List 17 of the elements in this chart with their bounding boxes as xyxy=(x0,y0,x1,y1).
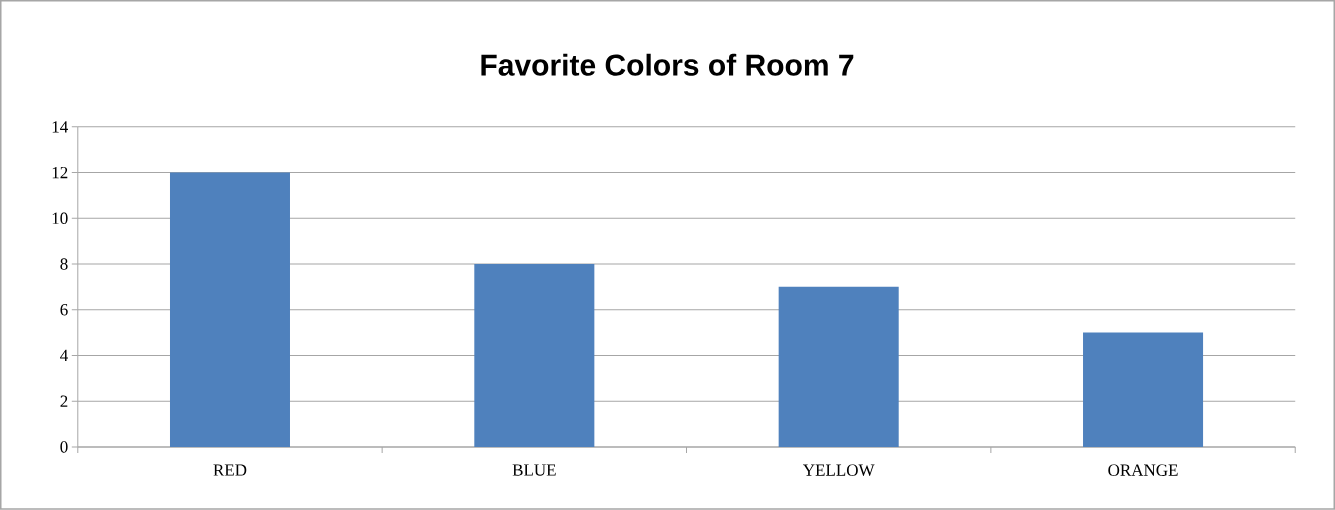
bar xyxy=(1083,332,1204,448)
x-tick-label: RED xyxy=(213,464,247,476)
x-tick-label: BLUE xyxy=(512,464,556,476)
y-tick-label: 12 xyxy=(52,167,68,179)
y-tick-label: 8 xyxy=(60,258,68,270)
bar xyxy=(778,287,899,448)
y-tick-label: 0 xyxy=(60,441,68,453)
x-tick-label: YELLOW xyxy=(802,464,875,477)
bar xyxy=(169,172,290,448)
chart-title: Favorite Colors of Room 7 xyxy=(481,53,854,76)
y-tick-label: 6 xyxy=(60,304,68,316)
y-tick-label: 10 xyxy=(52,212,68,225)
y-tick-label: 14 xyxy=(52,121,68,133)
y-tick-label: 4 xyxy=(60,350,68,362)
bar xyxy=(474,264,595,448)
x-tick-label: ORANGE xyxy=(1108,464,1178,477)
y-tick-label: 2 xyxy=(60,395,68,407)
